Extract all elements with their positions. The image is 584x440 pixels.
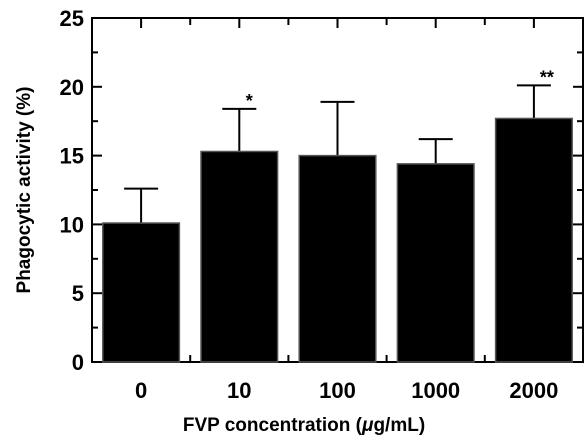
y-tick-label: 25 xyxy=(60,6,84,31)
bar xyxy=(298,154,377,363)
plot-area: 0 5 10 15 20 25 0 10 * 100 1000 2000 ** xyxy=(60,6,584,403)
x-tick-label: 2000 xyxy=(509,378,558,403)
x-tick-label: 0 xyxy=(135,378,147,403)
bar xyxy=(396,163,475,363)
bar xyxy=(494,117,573,363)
y-tick-label: 15 xyxy=(60,144,84,169)
x-axis-label: FVP concentration (μg/mL) xyxy=(183,415,425,436)
y-tick-label: 10 xyxy=(60,212,84,237)
x-tick-label: 1000 xyxy=(411,378,460,403)
y-axis-label: Phagocytic activity (%) xyxy=(14,87,35,294)
y-tick-label: 5 xyxy=(72,281,84,306)
x-tick-label: 100 xyxy=(319,378,356,403)
bar xyxy=(200,150,279,363)
significance-marker: * xyxy=(246,91,253,111)
x-tick-label: 10 xyxy=(227,378,251,403)
y-tick-label: 0 xyxy=(72,350,84,375)
y-tick-label: 20 xyxy=(60,75,84,100)
significance-marker: ** xyxy=(540,67,554,87)
bar xyxy=(102,222,181,363)
